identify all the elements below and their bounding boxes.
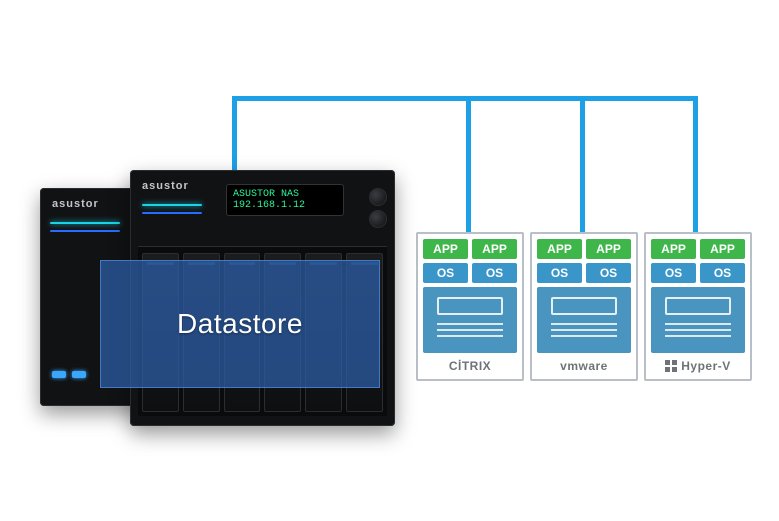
hypervisor-vmware: APP APP OS OS vmware: [530, 232, 638, 381]
server-lines-icon: [665, 323, 731, 325]
lcd-line-1: ASUSTOR NAS: [233, 189, 337, 200]
os-row: OS OS: [423, 263, 517, 283]
app-row: APP APP: [423, 239, 517, 259]
hypervisor-label: Hyper-V: [651, 359, 745, 373]
connection-drop-hyperv: [693, 96, 698, 232]
citrix-logo-text: CİTRIX: [449, 359, 491, 373]
nas-knobs: [369, 188, 387, 228]
app-chip: APP: [586, 239, 631, 259]
knob-icon: [369, 210, 387, 228]
usb-port: [52, 371, 66, 378]
knob-icon: [369, 188, 387, 206]
hypervisor-label: CİTRIX: [423, 359, 517, 373]
connection-drop-nas: [232, 96, 237, 172]
datastore-label: Datastore: [177, 308, 303, 340]
led-blue: [50, 230, 120, 232]
connection-horizontal: [232, 96, 698, 101]
os-row: OS OS: [651, 263, 745, 283]
connection-drop-vmware: [580, 96, 585, 232]
led-cyan: [142, 204, 202, 206]
server-lines-icon: [551, 323, 617, 325]
usb-port: [72, 371, 86, 378]
os-chip: OS: [700, 263, 745, 283]
app-chip: APP: [537, 239, 582, 259]
os-row: OS OS: [537, 263, 631, 283]
os-chip: OS: [423, 263, 468, 283]
hypervisor-citrix: APP APP OS OS CİTRIX: [416, 232, 524, 381]
os-chip: OS: [586, 263, 631, 283]
server-screen-icon: [551, 297, 617, 315]
nas-lcd: ASUSTOR NAS 192.168.1.12: [226, 184, 344, 216]
lcd-line-2: 192.168.1.12: [233, 200, 337, 211]
hyperv-logo-text: Hyper-V: [681, 359, 731, 373]
server-icon: [537, 287, 631, 353]
hypervisor-label: vmware: [537, 359, 631, 373]
app-chip: APP: [651, 239, 696, 259]
server-icon: [423, 287, 517, 353]
hypervisor-hyperv: APP APP OS OS Hyper-V: [644, 232, 752, 381]
vmware-logo-text: vmware: [560, 359, 608, 373]
server-icon: [651, 287, 745, 353]
app-row: APP APP: [537, 239, 631, 259]
os-chip: OS: [537, 263, 582, 283]
led-cyan: [50, 222, 120, 224]
app-chip: APP: [423, 239, 468, 259]
os-chip: OS: [472, 263, 517, 283]
app-chip: APP: [700, 239, 745, 259]
server-screen-icon: [665, 297, 731, 315]
diagram-canvas: asustor asustor ASUSTOR NAS 192.168.1.12: [0, 0, 779, 521]
server-lines-icon: [437, 323, 503, 325]
os-chip: OS: [651, 263, 696, 283]
windows-logo-icon: [665, 360, 677, 372]
led-blue: [142, 212, 202, 214]
datastore-overlay: Datastore: [100, 260, 380, 388]
app-row: APP APP: [651, 239, 745, 259]
app-chip: APP: [472, 239, 517, 259]
usb-ports: [52, 371, 86, 378]
connection-drop-citrix: [466, 96, 471, 232]
server-screen-icon: [437, 297, 503, 315]
